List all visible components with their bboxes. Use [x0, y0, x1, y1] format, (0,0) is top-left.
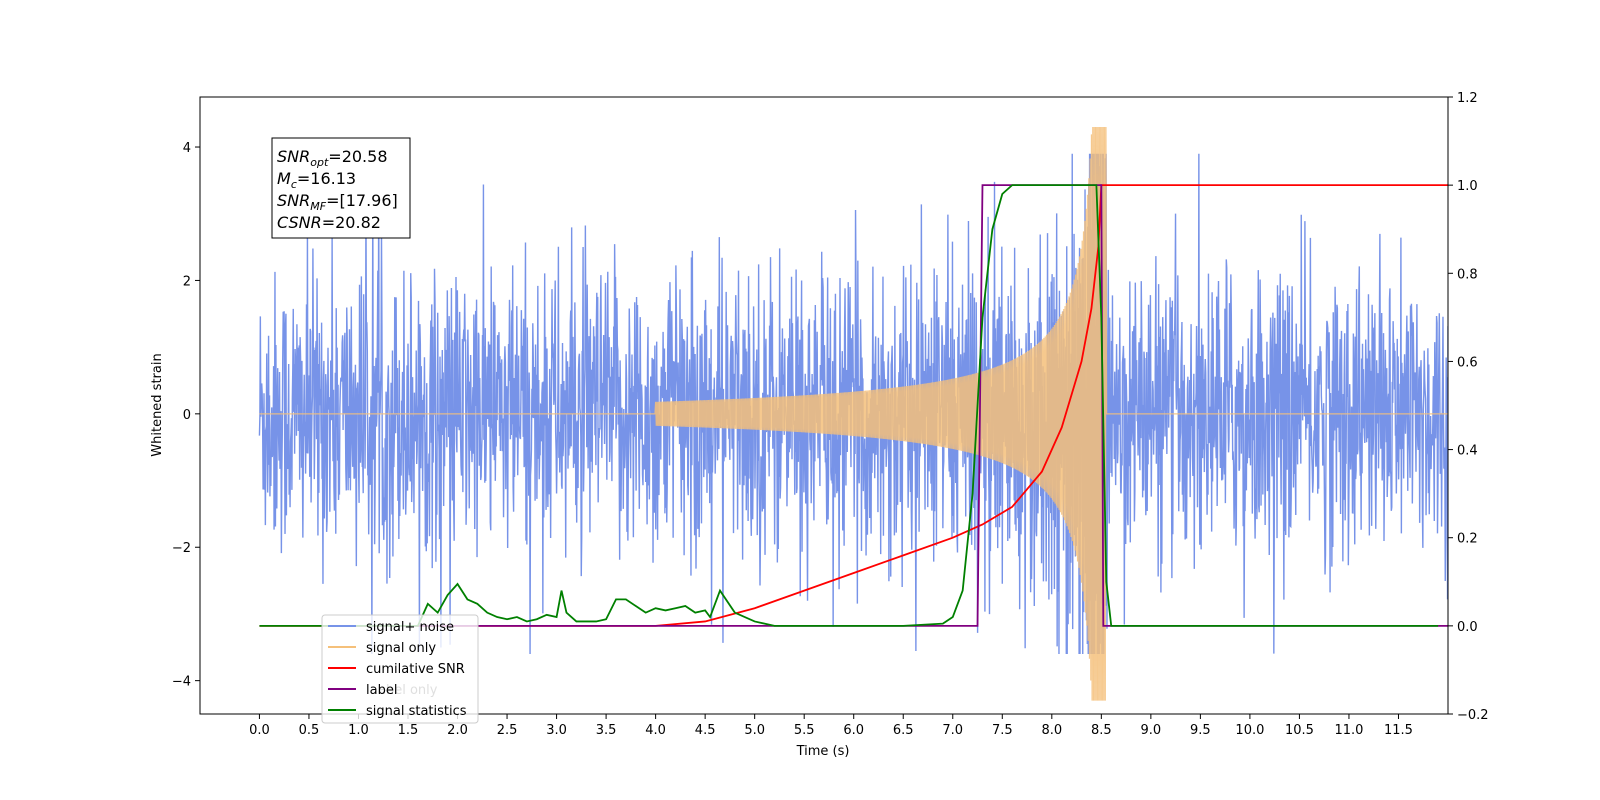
- series-signal-only: [259, 127, 1448, 701]
- annotation-line: SNRMF=[17.96]: [277, 191, 398, 213]
- y-axis-label: Whitened strain: [150, 353, 165, 456]
- x-tick-label: 4.0: [645, 723, 666, 738]
- x-tick-label: 0.5: [299, 723, 320, 738]
- legend-entry: signal only: [366, 641, 436, 656]
- legend-entry: signal statistics: [366, 704, 467, 719]
- y-right-tick-label: −0.2: [1457, 708, 1489, 723]
- y-left-tick-label: −2: [172, 541, 191, 556]
- y-left-tick-label: 0: [183, 408, 191, 423]
- x-tick-label: 1.5: [398, 723, 419, 738]
- x-tick-label: 9.5: [1190, 723, 1211, 738]
- x-tick-label: 10.0: [1235, 723, 1264, 738]
- x-tick-label: 6.0: [843, 723, 864, 738]
- annotation-line: CSNR=20.82: [277, 213, 381, 232]
- legend-entry: signal+ noise: [366, 620, 454, 635]
- y-right-tick-label: 0.6: [1457, 355, 1478, 370]
- x-tick-label: 5.5: [794, 723, 815, 738]
- legend-entry: cumilative SNR: [366, 662, 465, 677]
- x-tick-label: 10.5: [1285, 723, 1314, 738]
- x-tick-label: 2.0: [447, 723, 468, 738]
- y-right-tick-label: 0.2: [1457, 532, 1478, 547]
- signal-only-line: [259, 127, 1448, 701]
- series-signal-statistics-line: [259, 184, 1439, 627]
- y-left-tick-label: 2: [183, 274, 191, 289]
- annotation-line: SNRopt=20.58: [277, 147, 388, 169]
- series-cumilative-snr-line: [259, 184, 1448, 627]
- legend-overlay-text: abel only: [378, 683, 438, 698]
- y-left-tick-label: 4: [183, 141, 191, 156]
- legend: abel only signal+ noise signal only cumilat…: [321, 614, 479, 724]
- right-axis-series: [259, 184, 1448, 627]
- x-tick-label: 6.5: [893, 723, 914, 738]
- x-tick-label: 4.5: [695, 723, 716, 738]
- legend-entry: label: [366, 683, 397, 698]
- x-tick-label: 8.5: [1091, 723, 1112, 738]
- annotation-box: SNRopt=20.58Mc=16.13SNRMF=[17.96]CSNR=20…: [271, 137, 411, 239]
- legend-frame: [321, 614, 479, 724]
- y-right-tick-label: 0.4: [1457, 444, 1478, 459]
- y-left-tick-label: −4: [172, 675, 191, 690]
- x-tick-label: 0.0: [249, 723, 270, 738]
- x-tick-label: 11.0: [1334, 723, 1363, 738]
- y-right-tick-label: 1.0: [1457, 179, 1478, 194]
- y-right-tick-label: 0.8: [1457, 267, 1478, 282]
- annotation-frame: [271, 137, 411, 239]
- x-axis-label: Time (s): [796, 744, 850, 759]
- x-axis: 0.0 0.5 1.0 1.5 2.0 2.5 3.0 3.5 4.0 4.5 5.0 5.5 6.0 6…: [249, 714, 1413, 738]
- y-axis-left: −4 −2 0 2 4: [172, 141, 200, 690]
- signal-noise-line: [258, 153, 1448, 654]
- x-tick-label: 5.0: [744, 723, 765, 738]
- x-tick-label: 3.5: [596, 723, 617, 738]
- plot-frame: [199, 96, 1449, 715]
- series-signal-noise: [258, 153, 1448, 654]
- y-right-tick-label: 1.2: [1457, 91, 1478, 106]
- annotation-line: Mc=16.13: [277, 169, 356, 191]
- y-axis-right: −0.2 0.0 0.2 0.4 0.6 0.8 1.0 1.2: [1448, 91, 1489, 723]
- x-tick-label: 7.0: [942, 723, 963, 738]
- x-tick-label: 8.0: [1041, 723, 1062, 738]
- x-tick-label: 7.5: [992, 723, 1013, 738]
- x-tick-label: 11.5: [1384, 723, 1413, 738]
- y-right-tick-label: 0.0: [1457, 620, 1478, 635]
- x-tick-label: 3.0: [546, 723, 567, 738]
- x-tick-label: 1.0: [348, 723, 369, 738]
- x-tick-label: 2.5: [497, 723, 518, 738]
- x-tick-label: 9.0: [1141, 723, 1162, 738]
